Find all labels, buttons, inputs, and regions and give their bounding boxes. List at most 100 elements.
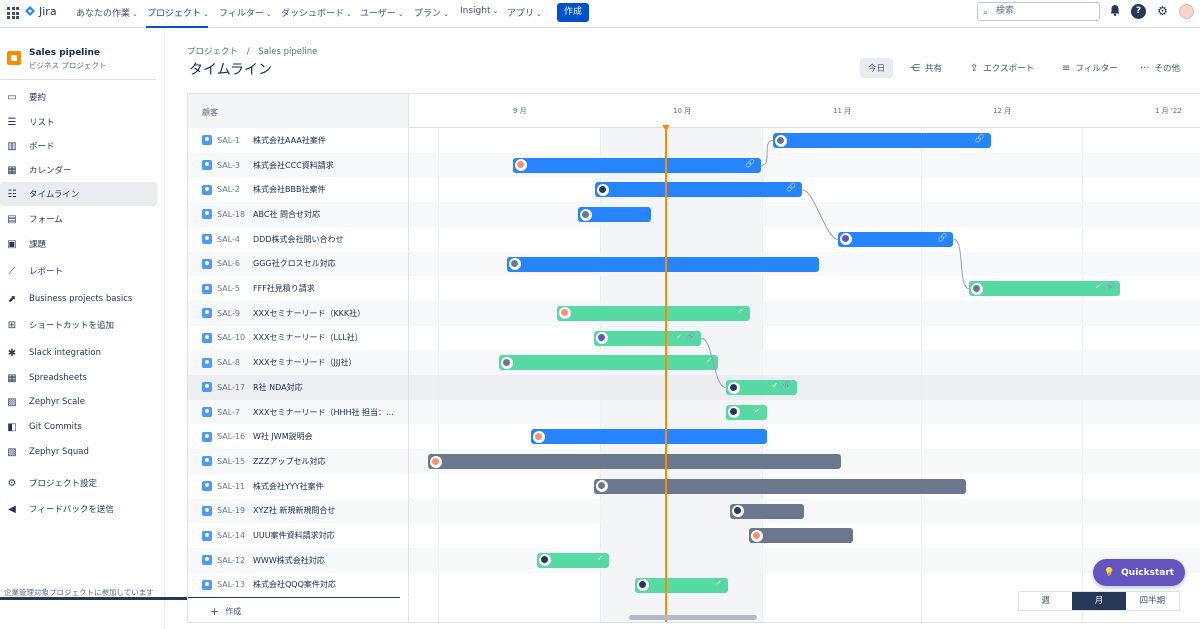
timeline-row[interactable]: SAL-4 DDD株式会社問い合わせ 🔗 [188,226,1200,252]
issue-list-item[interactable]: SAL-14 UUU案件資料請求対応 [188,523,409,548]
timeline-bar[interactable]: ✓ [634,577,728,593]
timeline-row[interactable]: SAL-8 XXXセミナーリード（JJJ社） ✓ [188,350,1200,375]
issue-key[interactable]: SAL-11 [217,481,246,491]
timeline-bar[interactable]: ✓ 🔗 [594,330,702,346]
nav-item-2[interactable]: フィルター ⌄ [219,6,272,19]
breadcrumb-project-link[interactable]: Sales pipeline [258,47,318,57]
issue-key[interactable]: SAL-14 [217,531,246,541]
timeline-row[interactable]: SAL-14 UUU案件資料請求対応 [188,523,1200,548]
sidebar-item-12[interactable]: ▨ Zephyr Scale [0,390,157,414]
issue-summary[interactable]: ZZZアップセル対応 [253,456,326,466]
timeline-bar[interactable] [428,454,842,470]
issue-summary[interactable]: XXXセミナーリード（LLL社） [253,333,363,343]
issue-key[interactable]: SAL-5 [217,284,240,294]
issue-key[interactable]: SAL-15 [217,456,246,466]
timeline-bar[interactable]: ✓ 🔗 [969,281,1121,297]
timeline-row[interactable]: SAL-11 株式会社YYY社案件 [188,473,1200,499]
issue-summary[interactable]: ABC社 問合せ対応 [253,209,320,219]
timeline-bar[interactable]: 🔗 [512,157,762,173]
sidebar-item-3[interactable]: ▦ カレンダー [0,158,157,182]
nav-item-5[interactable]: プラン ⌄ [414,6,449,19]
timeline-bar[interactable] [748,528,853,544]
timeline-row[interactable]: SAL-10 XXXセミナーリード（LLL社） ✓ 🔗 [188,325,1200,351]
sidebar-item-16[interactable]: ◀ フィードバックを送信 [0,497,157,521]
issue-list-item[interactable]: SAL-7 XXXセミナーリード（HHH社 担当：... [188,399,409,425]
timeline-bar[interactable]: ✓ [725,404,767,420]
issue-list-item[interactable]: SAL-5 FFF社見積り請求 [188,276,409,301]
issue-key[interactable]: SAL-4 [217,234,240,244]
timeline-row[interactable]: SAL-17 R社 NDA対応 ✓ 🔗 [188,375,1200,400]
sidebar-item-0[interactable]: ▭ 要約 [0,85,157,109]
search-input[interactable]: ⌕ 検索 [977,2,1100,21]
timeline-row[interactable]: SAL-9 XXXセミナーリード（KKK社） ✓ [188,300,1200,326]
timeline-bar[interactable]: ✓ [536,552,610,568]
timeline-row[interactable]: SAL-7 XXXセミナーリード（HHH社 担当：... ✓ [188,399,1200,425]
issue-key[interactable]: SAL-6 [217,259,240,269]
timeline-row[interactable]: SAL-19 XYZ社 新規新規問合せ [188,498,1200,524]
issue-list-item[interactable]: SAL-3 株式会社CCC資料請求 [188,152,409,178]
issue-list-item[interactable]: SAL-1 株式会社AAA社案件 [188,128,409,153]
sidebar-item-5[interactable]: ▤ フォーム [0,207,157,231]
timeline-bar[interactable] [730,503,804,519]
issue-summary[interactable]: 株式会社CCC資料請求 [253,160,334,170]
issue-summary[interactable]: DDD株式会社問い合わせ [253,234,344,244]
timeline-row[interactable]: SAL-1 株式会社AAA社案件 🔗 [188,128,1200,153]
issue-summary[interactable]: XXXセミナーリード（HHH社 担当：... [253,407,394,417]
create-button[interactable]: 作成 [557,3,589,22]
issue-list-item[interactable]: SAL-16 W社 JWM説明会 [188,424,409,450]
nav-item-7[interactable]: アプリ ⌄ [507,6,542,19]
issue-summary[interactable]: FFF社見積り請求 [253,284,315,294]
issue-list-item[interactable]: SAL-9 XXXセミナーリード（KKK社） [188,300,409,326]
issue-list-item[interactable]: SAL-12 WWW株式会社対応 [188,547,409,573]
issue-list-item[interactable]: SAL-15 ZZZアップセル対応 [188,449,409,474]
sidebar-item-10[interactable]: ✱ Slack integration [0,341,157,365]
issue-summary[interactable]: 株式会社QQQ案件対応 [253,580,336,590]
sidebar-item-8[interactable]: ⬈ Business projects basics [0,287,157,311]
issue-summary[interactable]: 株式会社AAA社案件 [253,135,326,145]
issue-summary[interactable]: WWW株式会社対応 [253,555,325,565]
timeline-row[interactable]: SAL-13 株式会社QQQ案件対応 ✓ [188,572,1200,598]
scale-week-button[interactable]: 週 [1041,596,1050,606]
quickstart-button[interactable]: 💡 Quickstart [1093,559,1185,586]
issue-summary[interactable]: R社 NDA対応 [253,382,303,392]
sidebar-item-13[interactable]: ◧ Git Commits [0,415,157,439]
timeline-bar[interactable]: 🔗 [837,231,954,247]
issue-key[interactable]: SAL-18 [217,209,246,219]
issue-key[interactable]: SAL-17 [217,382,246,392]
issue-list-item[interactable]: SAL-6 GGG社クロスセル対応 [188,251,409,277]
sidebar-item-6[interactable]: ▣ 課題 [0,232,157,256]
sidebar-item-2[interactable]: ▥ ボード [0,134,157,158]
timeline-row[interactable]: SAL-2 株式会社BBB社案件 🔗 [188,177,1200,203]
notification-icon[interactable] [1107,4,1122,19]
issue-summary[interactable]: GGG社クロスセル対応 [253,259,336,269]
issue-key[interactable]: SAL-19 [217,506,246,516]
timeline-row[interactable]: SAL-12 WWW株式会社対応 ✓ [188,547,1200,573]
issue-list-item[interactable]: SAL-17 R社 NDA対応 [188,375,409,400]
timeline-bar[interactable]: ✓ [499,355,719,371]
issue-key[interactable]: SAL-16 [217,432,246,442]
more-button[interactable]: ··· その他 [1140,58,1180,78]
timeline-bar[interactable]: 🔗 [773,133,991,148]
sidebar-item-11[interactable]: ▦ Spreadsheets [0,366,157,390]
breadcrumb-projects-link[interactable]: プロジェクト [187,47,239,57]
share-button[interactable]: ⋲ 共有 [910,58,942,78]
timeline-row[interactable]: SAL-6 GGG社クロスセル対応 [188,251,1200,277]
issue-list-item[interactable]: SAL-2 株式会社BBB社案件 [188,177,409,203]
sidebar-item-7[interactable]: ⟋ レポート [0,259,157,283]
filter-button[interactable]: ≡ フィルター [1062,58,1118,78]
project-header[interactable]: Sales pipeline ビジネス プロジェクト [4,47,156,80]
issue-summary[interactable]: W社 JWM説明会 [253,432,313,442]
timeline-bar[interactable]: ✓ [557,305,751,321]
issue-list-item[interactable]: SAL-8 XXXセミナーリード（JJJ社） [188,350,409,375]
issue-list-item[interactable]: SAL-4 DDD株式会社問い合わせ [188,226,409,252]
timeline-bar[interactable] [506,256,819,272]
sidebar-item-4[interactable]: ☷ タイムライン [0,182,157,206]
timeline-bar[interactable] [531,429,767,445]
sidebar-item-1[interactable]: ☰ リスト [0,110,157,134]
issue-key[interactable]: SAL-7 [217,407,240,417]
jira-logo[interactable]: Jira [25,5,57,18]
nav-item-3[interactable]: ダッシュボード ⌄ [281,6,352,19]
issue-summary[interactable]: XYZ社 新規新規問合せ [253,506,336,516]
user-avatar[interactable] [1179,4,1194,19]
today-button[interactable]: 今日 [860,58,894,78]
